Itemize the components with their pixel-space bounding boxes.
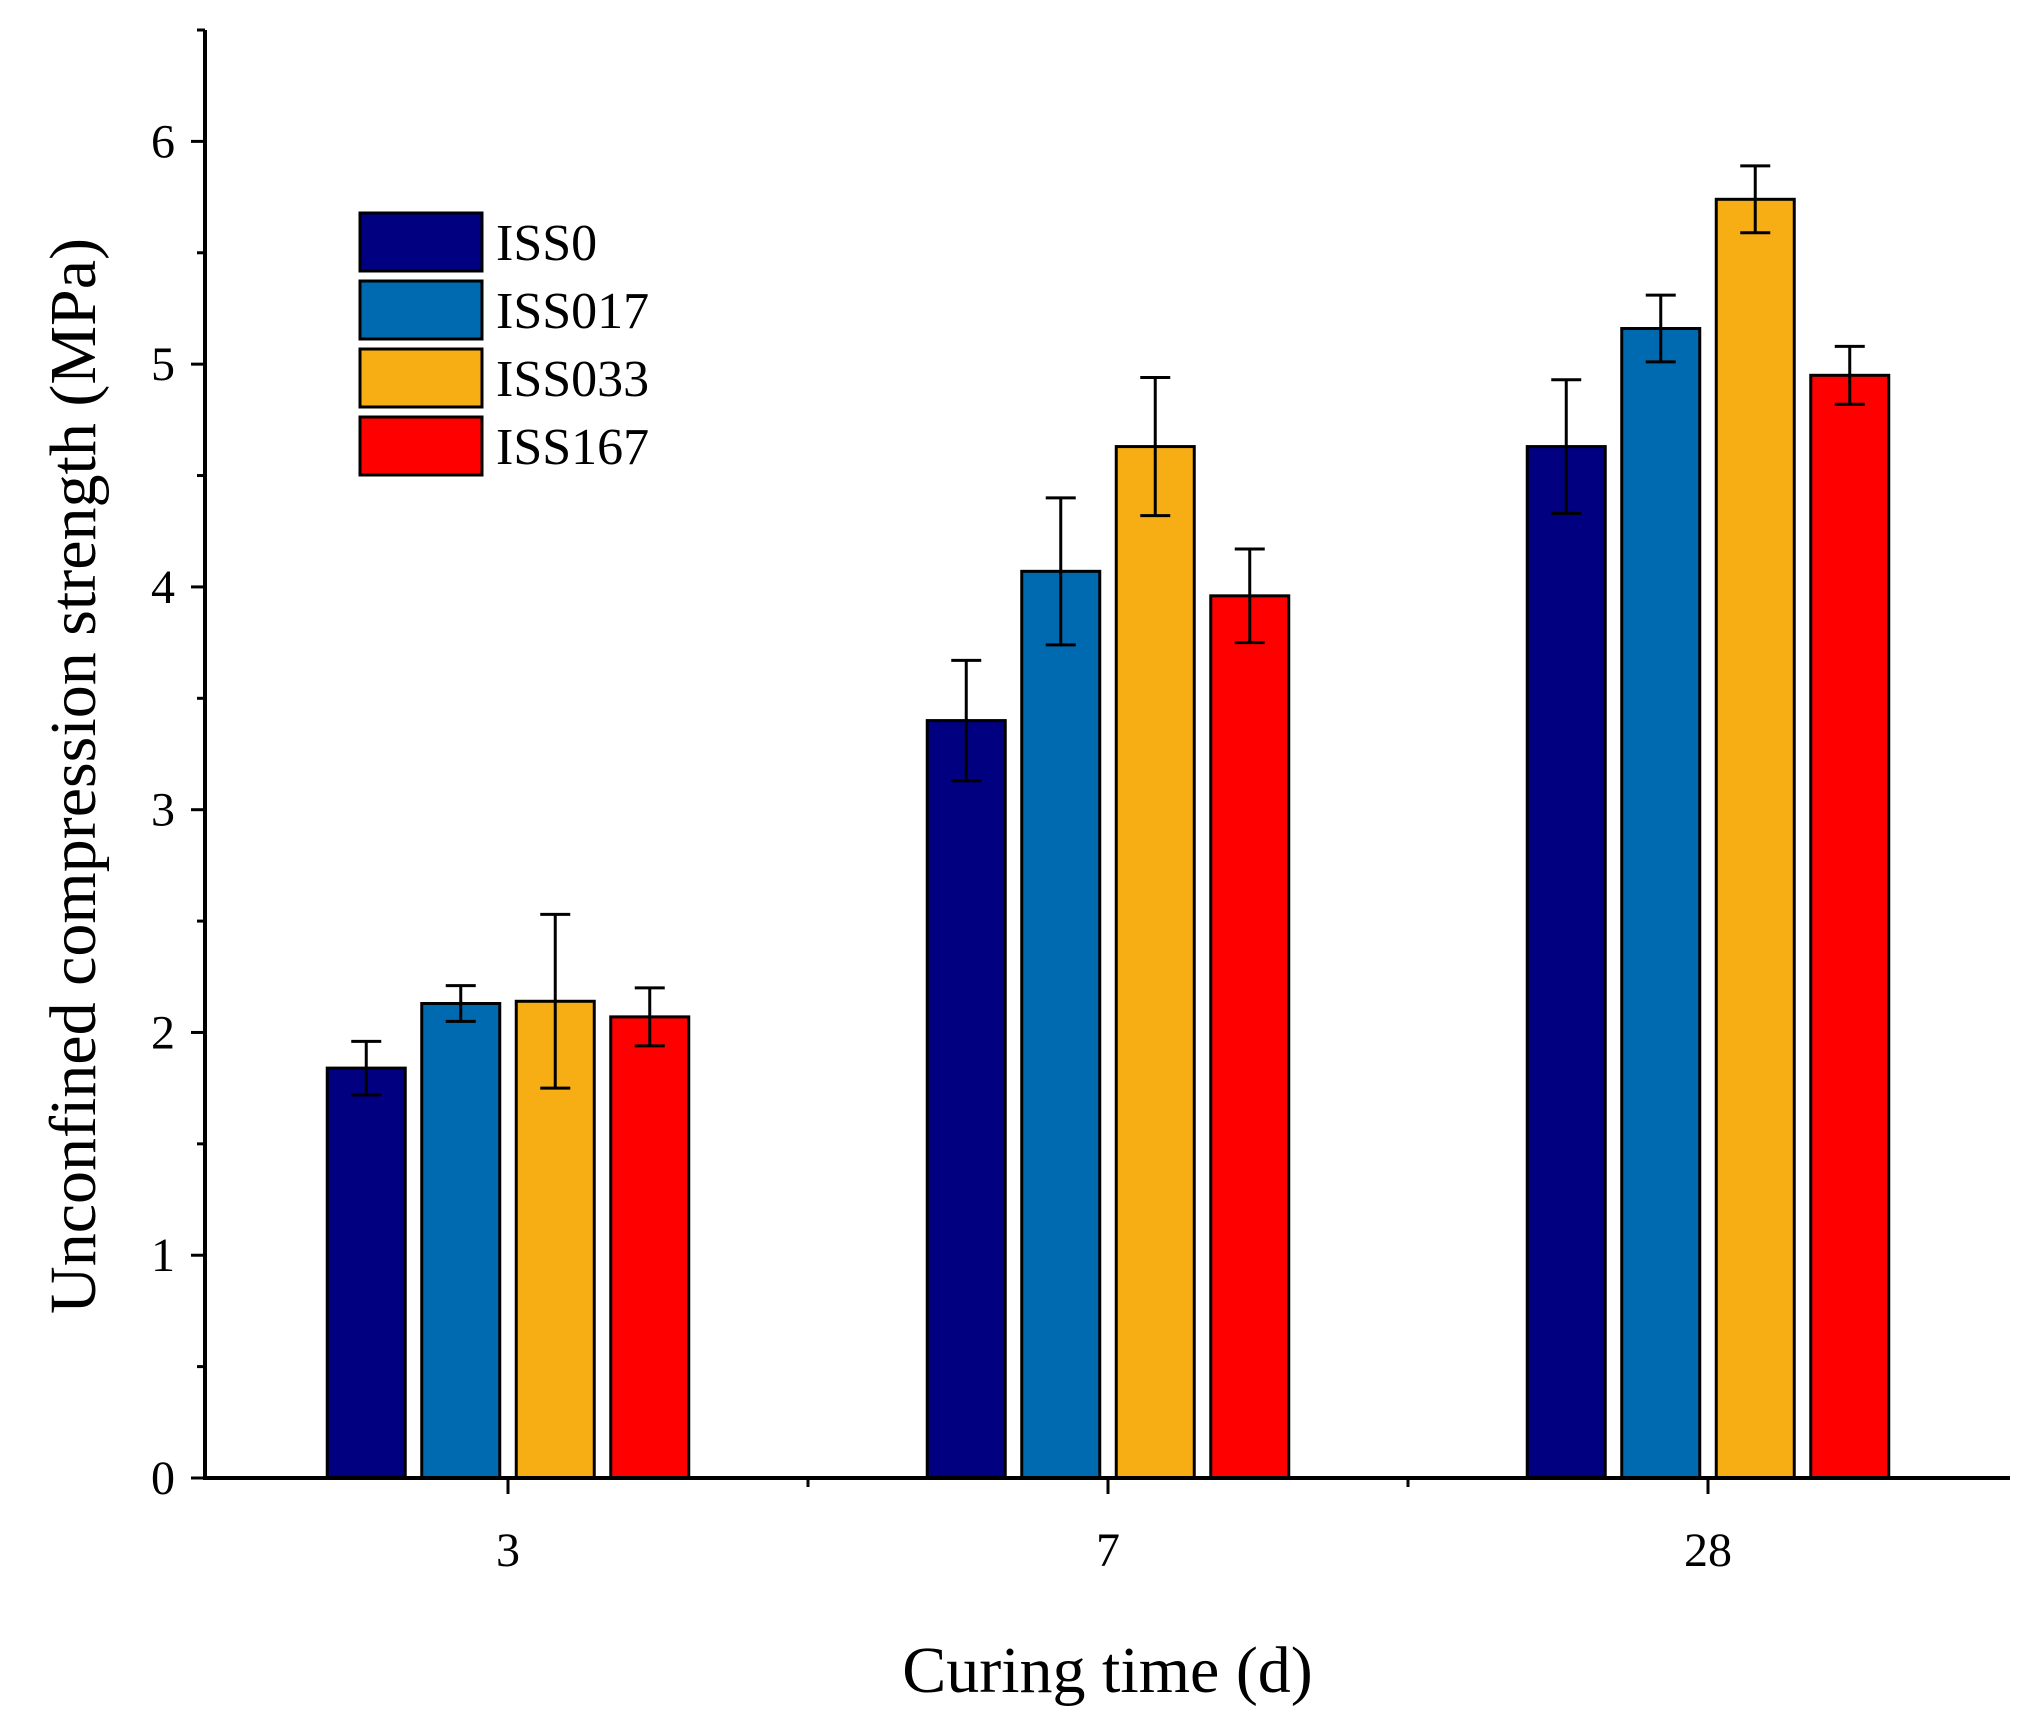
legend-label-iss0: ISS0 xyxy=(496,215,597,272)
error-bar-iss167-28 xyxy=(1834,344,1865,406)
y-tick-label: 4 xyxy=(151,561,175,614)
legend-label-iss017: ISS017 xyxy=(496,283,649,340)
bar-iss017-28 xyxy=(1620,327,1702,1480)
y-tick-label: 1 xyxy=(151,1229,175,1282)
bar-iss033-28 xyxy=(1714,197,1796,1480)
x-tick-label: 28 xyxy=(1684,1524,1732,1577)
bars-layer xyxy=(325,164,1891,1480)
legend: ISS0 ISS017 ISS033 ISS167 xyxy=(358,211,649,477)
bar-iss033-7 xyxy=(1114,445,1196,1480)
error-bar-iss017-28 xyxy=(1645,293,1676,364)
x-tick-label: 7 xyxy=(1096,1524,1120,1577)
y-tick-label: 5 xyxy=(151,338,175,391)
bar-iss0-7 xyxy=(925,719,1007,1480)
legend-swatch-iss017 xyxy=(358,279,484,341)
x-axis-title: Curing time (d) xyxy=(902,1634,1313,1707)
legend-swatch-iss167 xyxy=(358,415,484,477)
legend-swatch-iss033 xyxy=(358,347,484,409)
bar-iss017-3 xyxy=(420,1002,502,1480)
x-tick-label: 3 xyxy=(496,1524,520,1577)
legend-label-iss033: ISS033 xyxy=(496,351,649,408)
error-bar-iss033-28 xyxy=(1740,164,1771,235)
bar-iss0-3 xyxy=(325,1066,407,1480)
error-bar-iss167-7 xyxy=(1234,547,1265,645)
error-bar-iss033-7 xyxy=(1140,376,1171,518)
bar-iss017-7 xyxy=(1020,569,1102,1480)
axes-layer: 0 1 2 3 4 5 6 3 7 28 xyxy=(151,28,2010,1577)
y-axis-title: Unconfined compression strength (MPa) xyxy=(37,238,110,1314)
error-bar-iss0-7 xyxy=(951,658,982,783)
y-tick-label: 6 xyxy=(151,115,175,168)
bar-iss167-7 xyxy=(1209,594,1291,1480)
error-bar-iss017-7 xyxy=(1045,496,1076,647)
bar-iss0-28 xyxy=(1525,445,1607,1480)
error-bar-iss033-3 xyxy=(540,912,571,1090)
error-bar-iss167-3 xyxy=(634,986,665,1048)
legend-label-iss167: ISS167 xyxy=(496,419,649,476)
error-bar-iss017-3 xyxy=(445,984,476,1023)
error-bar-iss0-3 xyxy=(351,1039,382,1097)
y-tick-label: 3 xyxy=(151,784,175,837)
y-tick-label: 2 xyxy=(151,1006,175,1059)
bar-iss167-3 xyxy=(609,1015,691,1480)
y-tick-label: 0 xyxy=(151,1452,175,1505)
legend-swatch-iss0 xyxy=(358,211,484,273)
bar-iss167-28 xyxy=(1809,373,1891,1480)
error-bar-iss0-28 xyxy=(1551,378,1582,515)
